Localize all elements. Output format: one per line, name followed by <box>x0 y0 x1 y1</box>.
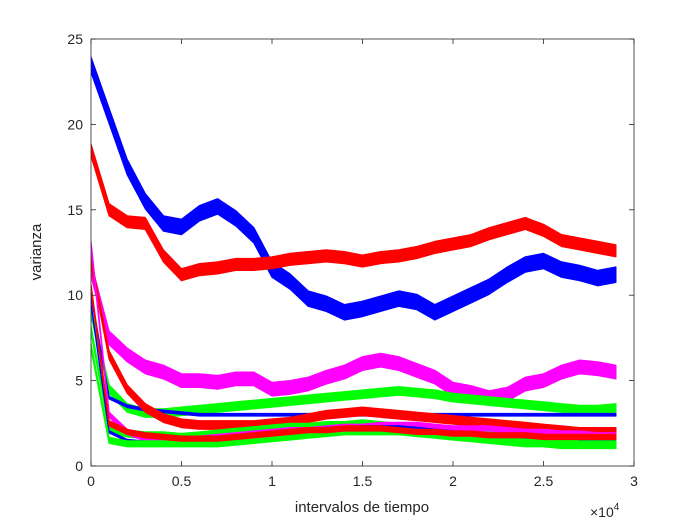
x-axis-title: intervalos de tiempo <box>295 499 429 516</box>
y-tick-label: 15 <box>67 202 83 218</box>
x-tick-label: 1.5 <box>353 473 373 489</box>
x-axis-exponent-power: 4 <box>614 502 620 513</box>
x-tick-label: 3 <box>630 473 638 489</box>
plot-frame <box>90 38 635 467</box>
y-tick-label: 10 <box>67 287 83 303</box>
series-1-band <box>91 56 617 321</box>
series-3-band <box>91 262 617 406</box>
tick-layer: 0 0.5 1 1.5 2 2.5 3 0 5 10 15 20 25 <box>67 31 638 489</box>
x-axis-exponent: ×104 <box>590 502 620 520</box>
x-axis-exponent-base: ×10 <box>590 504 614 520</box>
x-tick-label: 2.5 <box>534 473 554 489</box>
y-tick-label: 5 <box>75 373 83 389</box>
series-2-band <box>91 143 617 282</box>
series-5-band <box>91 293 617 417</box>
x-tick-label: 1 <box>268 473 276 489</box>
y-tick-label: 20 <box>67 116 83 132</box>
x-tick-label: 2 <box>449 473 457 489</box>
series-4-band <box>91 307 617 418</box>
series-layer <box>91 56 617 450</box>
y-tick-label: 25 <box>67 31 83 47</box>
y-tick-label: 0 <box>75 458 83 474</box>
y-axis-title: varianza <box>28 223 45 280</box>
series-11-band <box>91 283 617 442</box>
x-tick-label: 0.5 <box>172 473 192 489</box>
x-tick-label: 0 <box>87 473 95 489</box>
